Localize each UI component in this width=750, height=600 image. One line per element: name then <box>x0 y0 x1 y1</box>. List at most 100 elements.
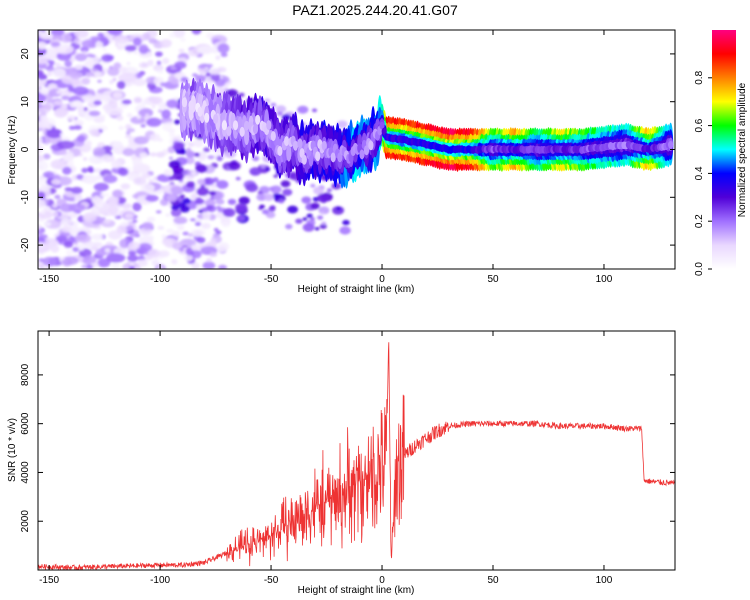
noise-blob <box>147 248 161 258</box>
noise-blob <box>161 238 173 246</box>
noise-blob <box>314 227 320 231</box>
noise-blob <box>82 174 98 184</box>
y-tick-label: -20 <box>20 237 31 252</box>
noise-blob <box>81 39 99 49</box>
noise-blob <box>179 205 190 213</box>
noise-blob <box>190 193 198 201</box>
noise-blob <box>213 227 219 232</box>
colorbar-tick-label: 0.2 <box>694 214 705 228</box>
noise-blob <box>150 152 157 157</box>
noise-blob <box>70 186 83 194</box>
noise-blob <box>209 252 218 257</box>
noise-blob <box>151 105 156 109</box>
noise-blob <box>310 183 316 188</box>
noise-blob <box>220 52 228 58</box>
noise-blob <box>297 105 309 114</box>
noise-blob <box>127 254 139 262</box>
noise-blob <box>166 194 178 202</box>
noise-blob <box>38 160 49 171</box>
noise-blob <box>94 70 102 77</box>
noise-blob <box>38 73 48 81</box>
y-tick-label: 0 <box>20 146 31 152</box>
noise-blob <box>52 211 59 217</box>
noise-blob <box>201 222 211 230</box>
ridge-blob <box>359 149 365 160</box>
noise-blob <box>185 150 196 158</box>
x-tick-label: -50 <box>264 274 279 285</box>
noise-blob <box>91 241 103 248</box>
noise-blob <box>146 235 155 240</box>
noise-blob <box>280 180 291 188</box>
noise-blob <box>84 60 97 68</box>
ridge-blob <box>277 146 283 156</box>
noise-blob <box>126 128 135 133</box>
noise-blob <box>133 51 138 55</box>
y-tick-label: 20 <box>20 48 31 60</box>
noise-blob <box>74 233 92 243</box>
ridge-blob <box>363 145 370 156</box>
noise-blob <box>160 82 166 87</box>
noise-blob <box>133 96 143 104</box>
noise-blob <box>295 218 303 224</box>
noise-blob <box>194 198 205 205</box>
noise-blob <box>205 63 213 68</box>
y-tick-label: 6000 <box>20 412 31 435</box>
noise-blob <box>285 223 293 230</box>
noise-blob <box>107 67 120 76</box>
noise-blob <box>38 93 46 104</box>
ridge-blob <box>181 97 188 108</box>
noise-blob <box>146 117 162 127</box>
noise-blob <box>99 36 108 43</box>
noise-blob <box>138 44 149 55</box>
noise-blob <box>310 217 315 221</box>
noise-blob <box>132 78 147 87</box>
noise-blob <box>81 77 91 85</box>
noise-blob <box>76 174 84 180</box>
noise-blob <box>116 45 124 51</box>
noise-blob <box>101 54 114 63</box>
noise-blob <box>50 30 65 37</box>
noise-blob <box>203 147 211 153</box>
noise-blob <box>100 95 107 101</box>
noise-blob <box>235 176 241 181</box>
x-tick-label: 50 <box>487 274 499 285</box>
noise-blob <box>126 62 131 65</box>
noise-blob <box>111 159 122 169</box>
noise-blob <box>162 44 167 48</box>
ridge-blob <box>244 120 250 131</box>
noise-blob <box>163 169 172 177</box>
noise-blob <box>114 215 122 219</box>
noise-blob <box>85 264 94 269</box>
noise-blob <box>202 211 211 221</box>
noise-blob <box>185 156 195 165</box>
noise-blob <box>317 193 330 203</box>
noise-blob <box>109 79 114 85</box>
noise-blob <box>103 99 110 104</box>
noise-blob <box>320 211 325 215</box>
snr-x-ticks: -150 -100 -50 0 50 100 <box>39 331 613 586</box>
noise-blob <box>272 193 281 199</box>
noise-blob <box>332 206 345 215</box>
noise-blob <box>43 221 52 227</box>
noise-blob <box>105 241 114 246</box>
noise-blob <box>342 219 350 226</box>
noise-blob <box>88 167 95 173</box>
noise-blob <box>79 227 90 232</box>
noise-blob <box>310 202 320 210</box>
noise-blob <box>65 249 74 256</box>
noise-blob <box>161 109 171 119</box>
noise-blob <box>175 141 185 149</box>
noise-blob <box>62 166 72 175</box>
noise-blob <box>269 205 276 210</box>
noise-blob <box>113 35 130 44</box>
noise-blob <box>61 104 68 109</box>
noise-blob <box>179 247 184 252</box>
x-tick-label: 100 <box>596 575 613 586</box>
noise-blob <box>162 57 170 65</box>
noise-blob <box>278 199 285 204</box>
noise-blob <box>256 193 267 201</box>
noise-blob <box>116 80 126 90</box>
noise-blob <box>112 91 123 99</box>
noise-blob <box>149 133 161 142</box>
noise-blob <box>170 208 182 217</box>
